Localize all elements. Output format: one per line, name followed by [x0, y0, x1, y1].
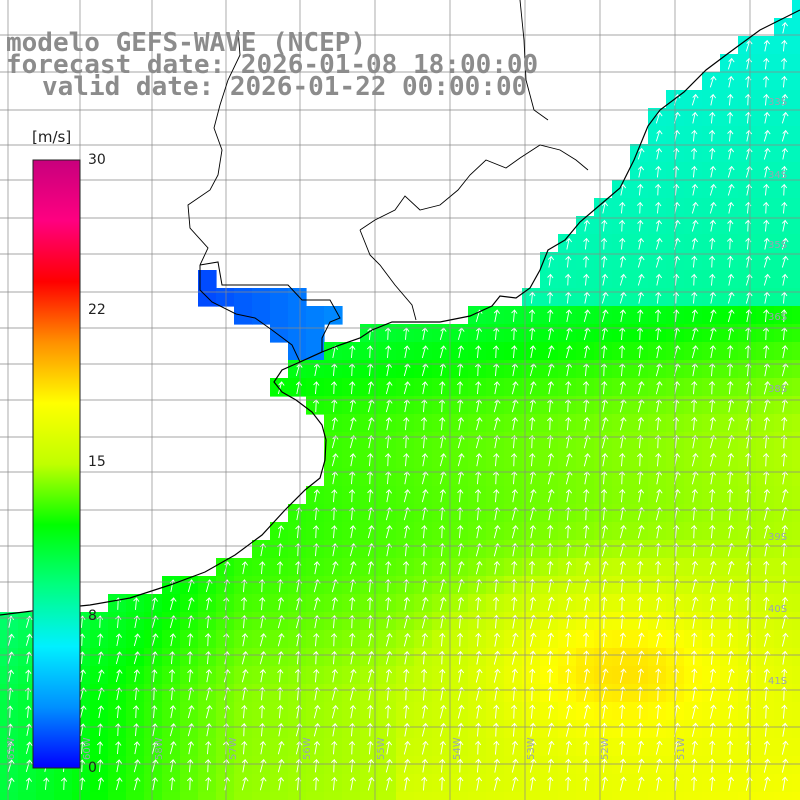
colorbar-tick-0: 0	[88, 760, 97, 776]
wind-arrows	[6, 21, 789, 791]
valid-date: valid date: 2026-01-22 00:00:00	[42, 72, 528, 102]
lat-label: 39S	[768, 532, 787, 543]
lon-label: 58W	[154, 737, 165, 760]
lat-label: 40S	[768, 604, 787, 615]
colorbar-tick-22: 22	[88, 302, 106, 318]
lat-label: 34S	[768, 170, 787, 181]
forecast-date: forecast date: 2026-01-08 18:00:00	[6, 50, 539, 80]
colorbar-tick-8: 8	[88, 608, 97, 624]
colorbar-unit: [m/s]	[32, 128, 72, 146]
lat-label: 33S	[768, 97, 787, 108]
model-title: modelo GEFS-WAVE (NCEP)	[6, 28, 367, 58]
lat-label: 35S	[768, 240, 787, 251]
lat-label: 36S	[768, 312, 787, 323]
lon-label: 52W	[600, 737, 611, 760]
colorbar-tick-15: 15	[88, 454, 106, 470]
colorbar-gradient	[32, 159, 81, 769]
lon-label: 55W	[376, 737, 387, 760]
lon-label: 54W	[452, 737, 463, 760]
coastline	[0, 0, 800, 616]
lon-label: 56W	[302, 737, 313, 760]
lon-label: 61W	[6, 737, 17, 760]
lon-label: 51W	[676, 737, 687, 760]
lon-label: 57W	[228, 737, 239, 760]
colorbar-tick-30: 30	[88, 152, 106, 168]
lat-label: 41S	[768, 676, 787, 687]
lon-label: 53W	[526, 737, 537, 760]
colorbar: [m/s] 30 22 15 8 0	[0, 128, 110, 778]
lon-label: 60W	[82, 737, 93, 760]
lat-label: 38S	[768, 384, 787, 395]
grid-labels: 33S 34S 35S 36S 38S 39S 40S 41S 61W 60W 58W 57W 56W 5…	[6, 97, 787, 760]
